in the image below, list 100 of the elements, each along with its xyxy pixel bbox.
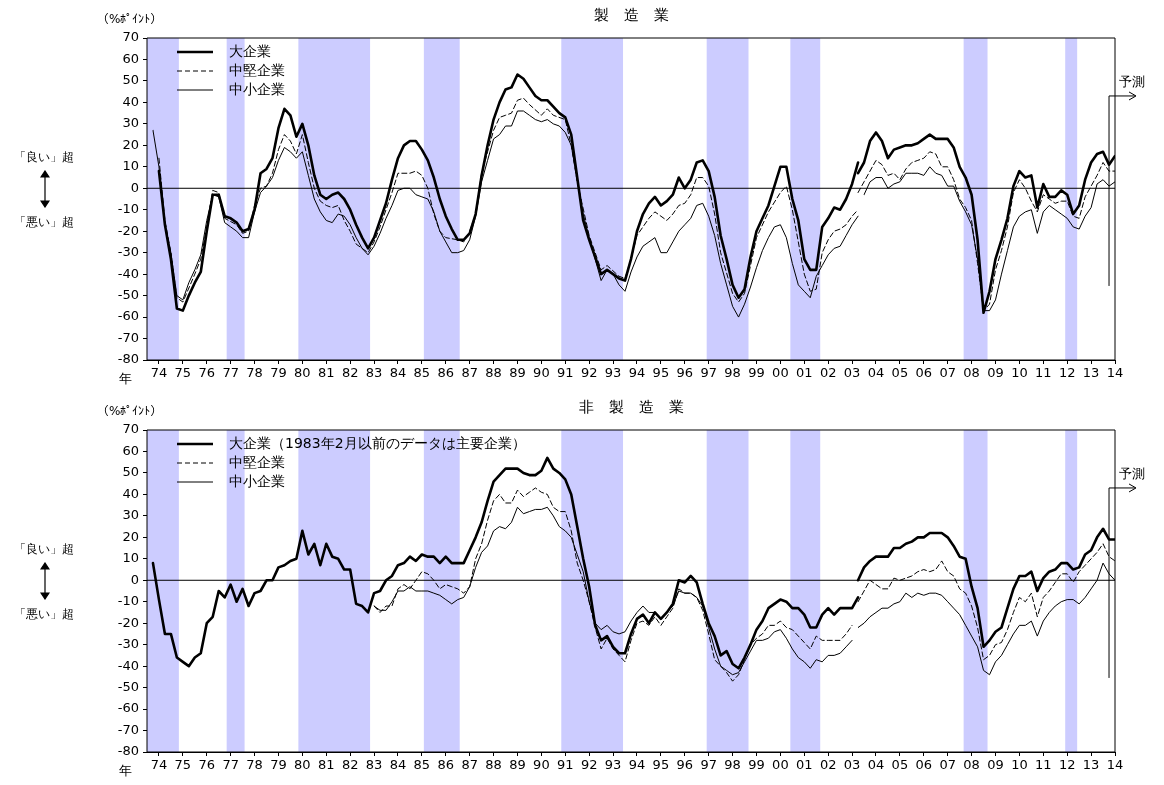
y-axis-title: （%ﾎﾟｲﾝﾄ） bbox=[97, 404, 163, 419]
x-tick-label: 98 bbox=[724, 757, 741, 773]
x-tick-label: 04 bbox=[867, 757, 885, 773]
y-tick-label: 50 bbox=[122, 464, 139, 480]
y-tick-label: -40 bbox=[117, 657, 139, 673]
x-tick-label: 77 bbox=[222, 365, 239, 381]
x-tick-label: 92 bbox=[580, 365, 598, 381]
x-tick-label: 96 bbox=[676, 365, 694, 381]
x-tick-label: 01 bbox=[796, 365, 813, 381]
x-tick-label: 85 bbox=[413, 757, 431, 773]
x-tick-label: 93 bbox=[604, 365, 622, 381]
y-tick-label: 70 bbox=[122, 29, 139, 45]
x-tick-label: 06 bbox=[915, 365, 933, 381]
y-tick-label: -30 bbox=[117, 636, 139, 652]
y-tick-label: 10 bbox=[122, 550, 139, 566]
x-tick-label: 02 bbox=[819, 757, 837, 773]
x-tick-label: 88 bbox=[485, 757, 502, 773]
x-tick-label: 14 bbox=[1106, 757, 1124, 773]
x-tick-label: 11 bbox=[1035, 757, 1052, 773]
x-tick-label: 97 bbox=[700, 757, 717, 773]
x-tick-label: 79 bbox=[270, 365, 287, 381]
x-tick-label: 05 bbox=[891, 757, 909, 773]
y-tick-label: -70 bbox=[117, 721, 139, 737]
y-tick-label: 20 bbox=[122, 136, 139, 152]
x-tick-label: 80 bbox=[294, 365, 311, 381]
y-tick-label: 60 bbox=[122, 50, 139, 66]
x-tick-label: 84 bbox=[389, 757, 407, 773]
x-tick-label: 94 bbox=[628, 365, 646, 381]
x-tick-label: 13 bbox=[1082, 365, 1100, 381]
x-tick-label: 75 bbox=[174, 365, 192, 381]
x-tick-label: 87 bbox=[461, 365, 478, 381]
ref-line-label: 予測 bbox=[1119, 465, 1146, 481]
y-tick-label: 70 bbox=[122, 421, 139, 437]
y-tick-label: -30 bbox=[117, 244, 139, 260]
y-tick-label: 30 bbox=[122, 115, 139, 131]
x-tick-label: 07 bbox=[939, 757, 956, 773]
x-tick-label: 12 bbox=[1058, 365, 1076, 381]
x-tick-label: 95 bbox=[652, 365, 670, 381]
y-tick-label: 40 bbox=[122, 485, 139, 501]
y-tick-label: 30 bbox=[122, 507, 139, 523]
y-tick-label: 0 bbox=[130, 179, 139, 195]
text: 「悪い」超 bbox=[14, 607, 74, 621]
x-tick-label: 89 bbox=[509, 757, 526, 773]
y-tick-label: -60 bbox=[117, 700, 139, 716]
x-tick-label: 74 bbox=[150, 365, 168, 381]
x-tick-label: 75 bbox=[174, 757, 192, 773]
x-tick-label: 13 bbox=[1082, 757, 1100, 773]
x-tick-label: 99 bbox=[748, 757, 765, 773]
y-tick-label: -10 bbox=[117, 593, 139, 609]
x-tick-label: 11 bbox=[1035, 365, 1052, 381]
y-tick-label: -20 bbox=[117, 222, 139, 238]
x-tick-label: 12 bbox=[1058, 757, 1076, 773]
x-tick-label: 05 bbox=[891, 365, 909, 381]
x-tick-label: 14 bbox=[1106, 365, 1124, 381]
chart-title: 製 造 業 bbox=[593, 5, 669, 24]
x-tick-label: 83 bbox=[365, 365, 383, 381]
x-tick-label: 78 bbox=[246, 365, 263, 381]
x-tick-label: 77 bbox=[222, 757, 239, 773]
x-tick-label: 79 bbox=[270, 757, 287, 773]
x-tick-label: 09 bbox=[987, 365, 1004, 381]
legend-label: 大企業（1983年2月以前のデータは主要企業） bbox=[229, 434, 526, 451]
legend-label: 中小企業 bbox=[229, 80, 285, 97]
x-tick-label: 03 bbox=[843, 757, 861, 773]
x-tick-label: 00 bbox=[772, 757, 789, 773]
x-tick-label: 96 bbox=[676, 757, 694, 773]
x-tick-label: 08 bbox=[963, 365, 980, 381]
y-tick-label: 10 bbox=[122, 158, 139, 174]
x-tick-label: 80 bbox=[294, 757, 311, 773]
x-axis-title: 年 bbox=[118, 371, 132, 387]
x-tick-label: 90 bbox=[533, 757, 550, 773]
y-tick-label: -50 bbox=[117, 286, 139, 302]
x-tick-label: 01 bbox=[796, 757, 813, 773]
x-tick-label: 04 bbox=[867, 365, 885, 381]
x-tick-label: 86 bbox=[437, 757, 455, 773]
x-tick-label: 86 bbox=[437, 365, 455, 381]
legend-label: 大企業 bbox=[229, 42, 271, 59]
y-axis-title: （%ﾎﾟｲﾝﾄ） bbox=[97, 12, 163, 27]
legend-label: 中堅企業 bbox=[229, 453, 285, 470]
x-tick-label: 09 bbox=[987, 757, 1004, 773]
x-tick-label: 93 bbox=[604, 757, 622, 773]
x-tick-label: 81 bbox=[317, 757, 335, 773]
x-tick-label: 90 bbox=[533, 365, 550, 381]
x-tick-label: 07 bbox=[939, 365, 956, 381]
x-tick-label: 91 bbox=[557, 365, 574, 381]
x-tick-label: 76 bbox=[198, 757, 216, 773]
x-tick-label: 83 bbox=[365, 757, 383, 773]
chart-title: 非 製 造 業 bbox=[578, 397, 684, 416]
y-tick-label: 40 bbox=[122, 93, 139, 109]
y-tick-label: 20 bbox=[122, 528, 139, 544]
x-tick-label: 89 bbox=[509, 365, 526, 381]
y-tick-label: -40 bbox=[117, 265, 139, 281]
x-tick-label: 10 bbox=[1011, 365, 1028, 381]
x-tick-label: 85 bbox=[413, 365, 431, 381]
x-tick-label: 99 bbox=[748, 365, 765, 381]
x-tick-label: 08 bbox=[963, 757, 980, 773]
x-tick-label: 10 bbox=[1011, 757, 1028, 773]
x-tick-label: 76 bbox=[198, 365, 216, 381]
x-tick-label: 82 bbox=[341, 365, 359, 381]
x-tick-label: 87 bbox=[461, 757, 478, 773]
x-tick-label: 84 bbox=[389, 365, 407, 381]
